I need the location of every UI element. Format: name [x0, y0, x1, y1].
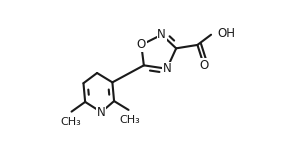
Text: N: N — [162, 62, 171, 75]
Text: CH₃: CH₃ — [60, 117, 81, 127]
Text: CH₃: CH₃ — [119, 115, 140, 125]
Text: OH: OH — [217, 27, 235, 40]
Text: N: N — [157, 28, 166, 41]
Text: O: O — [137, 38, 146, 51]
Text: O: O — [200, 59, 209, 72]
Text: N: N — [97, 106, 106, 119]
